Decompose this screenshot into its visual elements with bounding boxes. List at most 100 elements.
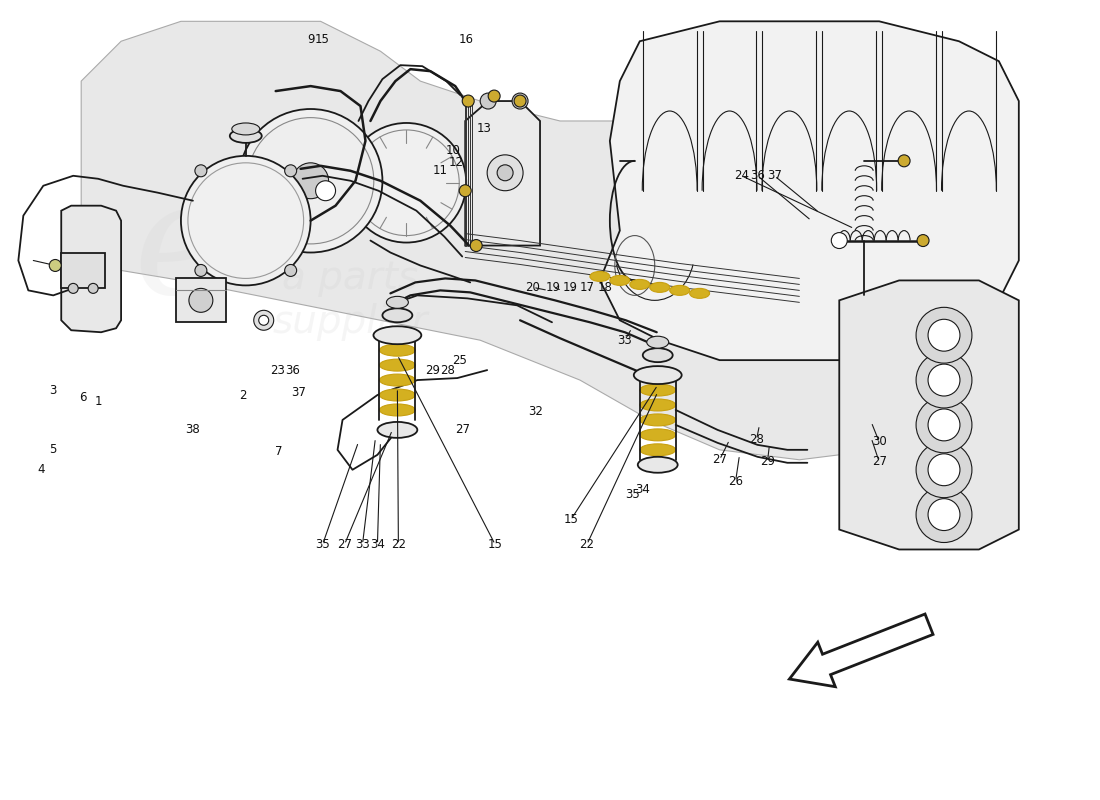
Text: 30: 30 — [872, 435, 887, 448]
Ellipse shape — [690, 288, 710, 298]
Polygon shape — [62, 206, 121, 332]
Ellipse shape — [640, 444, 675, 456]
Ellipse shape — [230, 129, 262, 143]
Circle shape — [928, 454, 960, 486]
Ellipse shape — [634, 366, 682, 384]
Ellipse shape — [379, 404, 416, 416]
Circle shape — [316, 181, 336, 201]
Text: 15: 15 — [487, 538, 503, 551]
Circle shape — [481, 93, 496, 109]
Text: 27: 27 — [712, 454, 727, 466]
Text: 19: 19 — [562, 281, 578, 294]
Polygon shape — [81, 22, 979, 460]
Circle shape — [470, 239, 482, 251]
Circle shape — [346, 123, 466, 242]
Ellipse shape — [630, 279, 650, 290]
Text: 22: 22 — [580, 538, 594, 551]
Text: 23: 23 — [271, 364, 285, 377]
Circle shape — [195, 165, 207, 177]
Polygon shape — [465, 101, 540, 246]
Circle shape — [462, 95, 474, 107]
Ellipse shape — [640, 399, 675, 411]
Ellipse shape — [377, 422, 417, 438]
Text: 38: 38 — [186, 423, 200, 436]
Circle shape — [254, 310, 274, 330]
Text: 16: 16 — [459, 33, 474, 46]
Text: 26: 26 — [728, 475, 743, 488]
Text: 35: 35 — [316, 538, 330, 551]
Text: a parts
supplier: a parts supplier — [273, 259, 428, 342]
Circle shape — [928, 364, 960, 396]
Circle shape — [487, 155, 524, 190]
FancyArrow shape — [790, 614, 933, 686]
Circle shape — [195, 265, 207, 277]
Circle shape — [258, 315, 268, 326]
Circle shape — [928, 409, 960, 441]
Circle shape — [916, 307, 972, 363]
Text: 19: 19 — [546, 281, 561, 294]
Circle shape — [88, 283, 98, 294]
Text: 15: 15 — [563, 513, 579, 526]
Text: 1: 1 — [95, 395, 102, 409]
Text: 12: 12 — [449, 156, 464, 170]
Ellipse shape — [640, 384, 675, 396]
Circle shape — [68, 283, 78, 294]
Text: 27: 27 — [337, 538, 352, 551]
Text: 7: 7 — [275, 446, 283, 458]
Text: 28: 28 — [440, 364, 454, 377]
Circle shape — [898, 155, 910, 167]
Ellipse shape — [609, 275, 630, 286]
Polygon shape — [62, 253, 106, 288]
Polygon shape — [600, 22, 1019, 360]
Ellipse shape — [590, 271, 609, 282]
Text: 17: 17 — [580, 281, 594, 294]
Text: 18: 18 — [597, 281, 613, 294]
Circle shape — [488, 90, 501, 102]
Ellipse shape — [379, 374, 416, 386]
Polygon shape — [839, 281, 1019, 550]
Text: 4: 4 — [37, 463, 45, 476]
Text: 9: 9 — [307, 33, 315, 46]
Ellipse shape — [640, 414, 675, 426]
Text: 25: 25 — [452, 354, 466, 366]
Polygon shape — [176, 278, 226, 322]
Text: 2: 2 — [239, 389, 246, 402]
Text: 32: 32 — [529, 406, 543, 418]
Circle shape — [917, 234, 930, 246]
Text: 34: 34 — [636, 483, 650, 496]
Circle shape — [928, 319, 960, 351]
Circle shape — [832, 233, 847, 249]
Ellipse shape — [642, 348, 673, 362]
Ellipse shape — [373, 326, 421, 344]
Ellipse shape — [379, 389, 416, 401]
Text: 33: 33 — [355, 538, 370, 551]
Text: 37: 37 — [767, 170, 782, 182]
Circle shape — [916, 442, 972, 498]
Ellipse shape — [383, 308, 412, 322]
Circle shape — [928, 498, 960, 530]
Circle shape — [459, 185, 471, 197]
Circle shape — [916, 397, 972, 453]
Text: 35: 35 — [626, 488, 640, 501]
Text: 15: 15 — [315, 33, 330, 46]
Text: 22: 22 — [390, 538, 406, 551]
Text: 5: 5 — [50, 443, 57, 456]
Circle shape — [916, 486, 972, 542]
Text: 33: 33 — [617, 334, 632, 346]
Text: 20: 20 — [526, 281, 540, 294]
Text: 3: 3 — [50, 383, 57, 397]
Ellipse shape — [379, 344, 416, 356]
Text: 34: 34 — [370, 538, 385, 551]
Text: 10: 10 — [446, 144, 461, 158]
Ellipse shape — [647, 336, 669, 348]
Circle shape — [916, 352, 972, 408]
Text: 24: 24 — [734, 170, 749, 182]
Circle shape — [293, 163, 329, 198]
Text: 6: 6 — [79, 390, 87, 403]
Ellipse shape — [650, 282, 670, 292]
Text: 27: 27 — [871, 455, 887, 468]
Circle shape — [189, 288, 213, 312]
Circle shape — [285, 265, 297, 277]
Text: 36: 36 — [750, 170, 764, 182]
Ellipse shape — [638, 457, 678, 473]
